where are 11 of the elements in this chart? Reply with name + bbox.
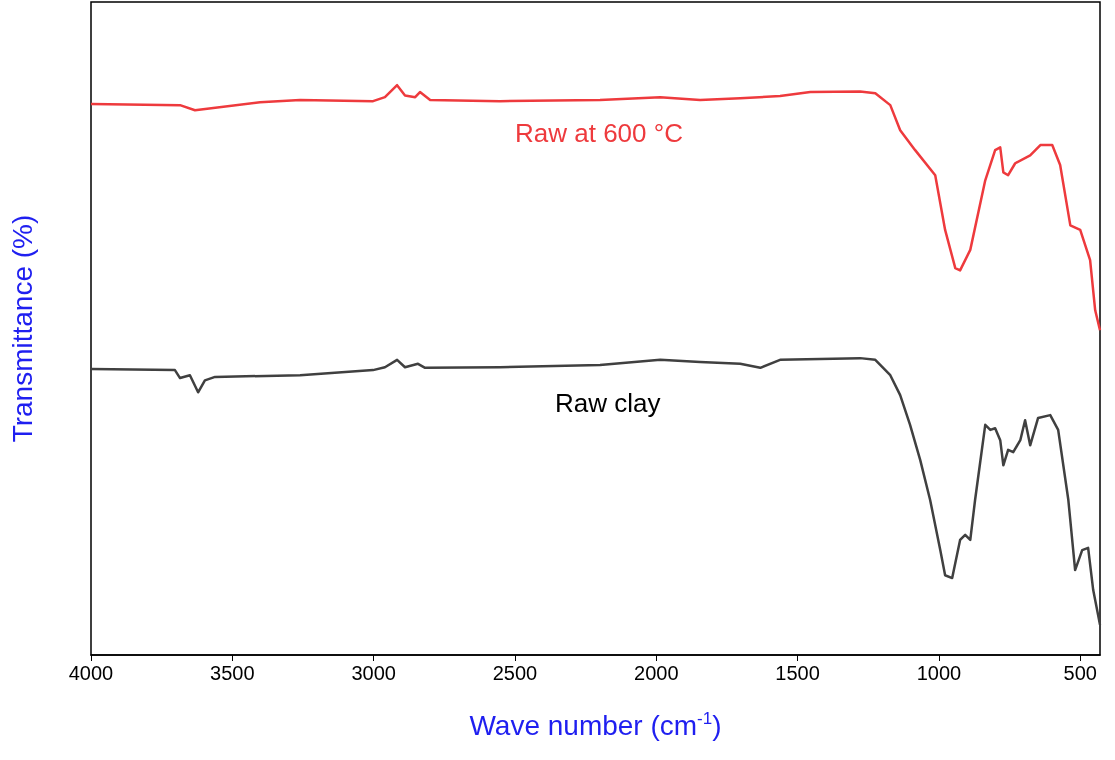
x-tick-label: 1500: [775, 662, 820, 684]
x-tick-label: 2000: [634, 662, 679, 684]
x-tick-label: 4000: [68, 662, 114, 684]
x-tick-label: 3500: [210, 662, 255, 684]
x-tick-label: 2500: [492, 662, 538, 684]
x-tick-label: 3000: [351, 662, 396, 684]
x-tick-label: 500: [1063, 662, 1097, 684]
series-label: Raw at 600 °C: [515, 118, 683, 148]
series-label: Raw clay: [555, 388, 661, 418]
x-tick-label: 1000: [916, 662, 962, 684]
y-axis-title: Transmittance (%): [6, 214, 38, 443]
